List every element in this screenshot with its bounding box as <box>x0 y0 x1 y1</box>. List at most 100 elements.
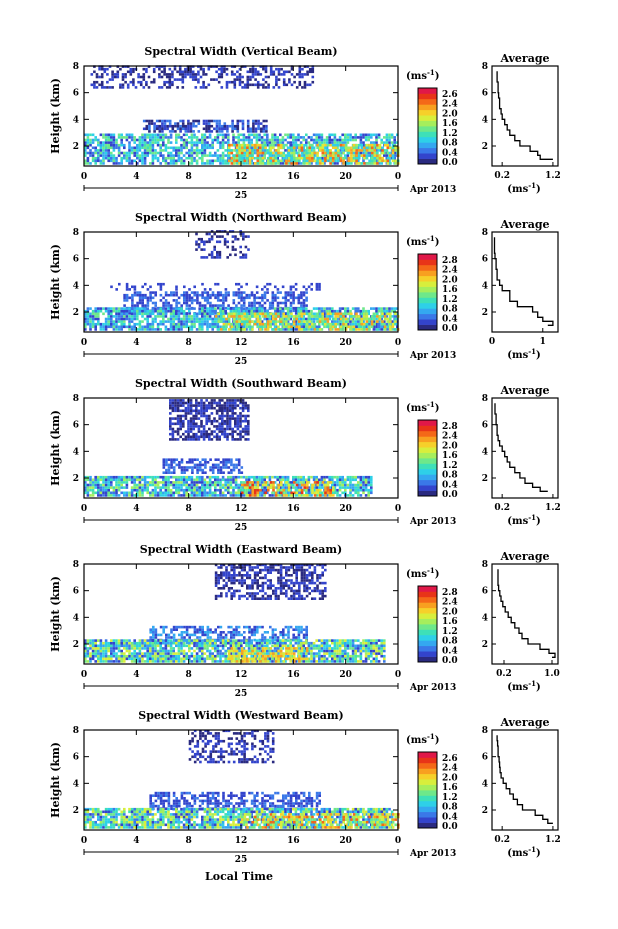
heatmap-cell <box>357 151 360 155</box>
heatmap-cell <box>316 143 319 147</box>
heatmap-cell <box>285 320 288 323</box>
heatmap-cell <box>110 325 113 329</box>
heatmap-cell <box>333 162 337 165</box>
heatmap-cell <box>289 317 292 321</box>
heatmap-cell <box>185 143 188 147</box>
heatmap-cell <box>396 325 399 329</box>
heatmap-cell <box>98 75 101 79</box>
heatmap-cell <box>359 141 363 144</box>
heatmap-cell <box>338 488 342 492</box>
heatmap-cell <box>117 136 121 139</box>
heatmap-cell <box>93 65 96 68</box>
heatmap-cell <box>224 162 227 165</box>
heatmap-cell <box>156 315 160 318</box>
heatmap-cell <box>243 159 247 163</box>
heatmap-cell <box>171 401 175 405</box>
heatmap-cell <box>89 483 92 487</box>
heatmap-cell <box>242 299 246 302</box>
heatmap-cell <box>108 78 112 81</box>
heatmap-cell <box>230 468 233 472</box>
heatmap-cell <box>189 425 193 428</box>
heatmap-cell <box>346 483 350 487</box>
heatmap-cell <box>206 481 209 484</box>
heatmap-cell <box>195 243 198 246</box>
heatmap-cell <box>164 312 168 316</box>
heatmap-cell <box>124 73 127 76</box>
heatmap-cell <box>184 124 188 128</box>
heatmap-cell <box>149 328 152 331</box>
heatmap-cell <box>208 427 211 431</box>
heatmap-cell <box>102 483 105 487</box>
heatmap-cell <box>390 328 394 331</box>
heatmap-cell <box>175 149 178 152</box>
heatmap-cell <box>193 315 196 318</box>
heatmap-cell <box>292 146 296 150</box>
heatmap-cell <box>158 67 161 71</box>
heatmap-cell <box>86 483 90 487</box>
heatmap-cell <box>396 133 399 137</box>
heatmap-cell <box>120 491 123 495</box>
heatmap-cell <box>237 488 240 492</box>
heatmap-cell <box>213 425 216 428</box>
heatmap-cell <box>146 301 150 305</box>
heatmap-cell <box>269 156 273 160</box>
heatmap-cell <box>373 322 376 326</box>
heatmap-cell <box>164 156 168 160</box>
heatmap-cell <box>169 419 172 423</box>
heatmap-cell <box>89 320 92 323</box>
heatmap-cell <box>198 304 202 307</box>
heatmap-cell <box>381 312 384 316</box>
heatmap-cell <box>117 317 121 321</box>
heatmap-cell <box>242 491 246 495</box>
heatmap-cell <box>236 432 240 436</box>
heatmap-cell <box>230 162 234 165</box>
heatmap-cell <box>99 143 103 147</box>
colorbar-segment <box>418 131 437 138</box>
heatmap-cell <box>175 293 178 297</box>
heatmap-cell <box>227 491 230 495</box>
heatmap-cell <box>253 309 256 313</box>
heatmap-cell <box>236 75 239 79</box>
heatmap-cell <box>259 65 263 68</box>
heatmap-cell <box>238 143 241 147</box>
heatmap-cell <box>146 486 149 489</box>
heatmap-cell <box>351 138 355 142</box>
heatmap-cell <box>86 320 90 323</box>
heatmap-cell <box>120 143 123 147</box>
heatmap-cell <box>305 156 309 160</box>
heatmap-cell <box>86 312 90 316</box>
heatmap-cell <box>208 401 211 405</box>
heatmap-cell <box>115 141 118 144</box>
heatmap-cell <box>160 70 164 74</box>
heatmap-cell <box>203 151 207 155</box>
heatmap-cell <box>116 65 120 68</box>
heatmap-cell <box>159 138 162 142</box>
heatmap-cell <box>200 435 203 439</box>
heatmap-cell <box>256 159 260 163</box>
heatmap-cell <box>253 143 257 147</box>
heatmap-cell <box>185 325 188 329</box>
heatmap-cell <box>182 478 186 482</box>
heatmap-cell <box>198 468 202 472</box>
heatmap-cell <box>282 151 286 155</box>
heatmap-cell <box>281 307 285 310</box>
heatmap-cell <box>282 73 286 76</box>
heatmap-cell <box>162 307 165 310</box>
heatmap-cell <box>129 80 133 84</box>
heatmap-cell <box>225 325 228 329</box>
heatmap-cell <box>175 481 178 484</box>
heatmap-cell <box>245 325 248 329</box>
heatmap-cell <box>182 425 185 428</box>
heatmap-cell <box>162 133 165 137</box>
heatmap-cell <box>190 136 194 139</box>
heatmap-cell <box>196 471 199 474</box>
heatmap-cell <box>162 282 165 286</box>
heatmap-cell <box>112 307 116 310</box>
heatmap-cell <box>267 83 270 87</box>
heatmap-cell <box>110 315 113 318</box>
heatmap-cell <box>326 143 330 147</box>
heatmap-cell <box>197 78 200 81</box>
heatmap-cell <box>297 322 300 326</box>
heatmap-cell <box>218 430 221 433</box>
